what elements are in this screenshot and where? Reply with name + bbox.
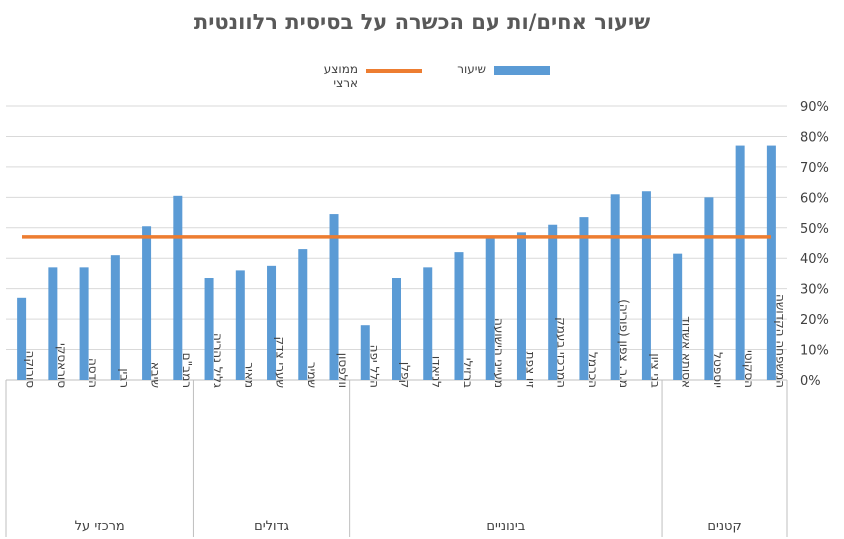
group-label: מרכזי על xyxy=(75,519,125,534)
bar xyxy=(142,226,152,380)
y-tick-label: 30% xyxy=(800,283,829,298)
category-label: זיו צפת xyxy=(523,352,537,388)
chart-title: שיעור אחים/ות עם הכשרה על בסיסית רלוונטי… xyxy=(193,10,651,34)
category-label: אסותא אשדוד xyxy=(680,316,694,388)
y-tick-label: 0% xyxy=(800,374,821,389)
y-tick-label: 10% xyxy=(800,344,829,359)
legend-bar-label: שיעור xyxy=(457,62,486,76)
category-label: ברזילי xyxy=(461,358,475,388)
y-tick-label: 50% xyxy=(800,222,829,237)
y-tick-label: 90% xyxy=(800,100,829,115)
bar xyxy=(735,145,745,380)
y-tick-label: 20% xyxy=(800,313,829,328)
category-label: לניאדו xyxy=(430,356,444,388)
category-label: המשפחה הקדושה xyxy=(773,294,787,388)
category-label: מעייני הישועה xyxy=(492,318,506,388)
category-label: רבין xyxy=(117,368,131,388)
bar xyxy=(110,255,120,380)
bar xyxy=(267,265,277,380)
category-label: רמב"ם xyxy=(180,353,194,388)
bar xyxy=(704,197,714,380)
bar xyxy=(48,267,58,380)
bar xyxy=(454,252,464,380)
legend-line-swatch xyxy=(366,69,422,73)
group-label: קטנים xyxy=(707,519,741,534)
legend-bar-swatch xyxy=(494,66,550,75)
category-label: הדסה xyxy=(86,358,100,388)
group-label: גדולים xyxy=(254,519,289,534)
y-tick-label: 80% xyxy=(800,130,829,145)
bar xyxy=(235,270,245,380)
category-label: וולפסון xyxy=(336,353,350,388)
y-tick-label: 60% xyxy=(800,191,829,206)
category-label: מ.ר. צפון (פוריה) xyxy=(617,299,631,388)
category-label: בני ציון xyxy=(648,353,662,388)
category-label: שערי צדק xyxy=(274,337,288,388)
category-label: הסקוטי xyxy=(742,350,756,388)
bar xyxy=(423,267,433,380)
y-tick-label: 40% xyxy=(800,252,829,267)
bar xyxy=(610,194,620,380)
bar xyxy=(360,325,370,380)
category-label: גליל נהריה xyxy=(211,333,225,388)
bar xyxy=(516,232,526,380)
bar xyxy=(548,224,558,380)
bar xyxy=(579,217,589,380)
bar xyxy=(204,278,214,380)
category-label: סורוקה xyxy=(24,351,38,389)
bar xyxy=(79,267,89,380)
bar xyxy=(173,195,183,380)
category-label: מאיר xyxy=(242,362,256,388)
category-label: הכרמל xyxy=(586,352,600,388)
bar xyxy=(298,249,308,380)
legend: שיעור ממוצע ארצי xyxy=(310,60,550,90)
legend-line-label: ממוצע ארצי xyxy=(323,62,358,90)
category-label: סוראסקי xyxy=(55,343,69,388)
bar xyxy=(17,297,27,380)
category-label: קפלן xyxy=(399,362,413,388)
y-tick-label: 70% xyxy=(800,161,829,176)
bar xyxy=(673,253,683,380)
category-label: המרכזי בעמק xyxy=(555,317,569,388)
group-label: בינוניים xyxy=(486,519,525,534)
category-label: שמיר xyxy=(305,362,319,388)
bar xyxy=(641,191,651,380)
bar xyxy=(329,214,339,380)
bar xyxy=(485,236,495,380)
category-label: שיבא xyxy=(149,362,163,388)
bar xyxy=(766,145,776,380)
category-label: יוספטל xyxy=(711,352,725,388)
category-label: הלל יפה xyxy=(367,345,381,388)
bar xyxy=(392,278,401,380)
